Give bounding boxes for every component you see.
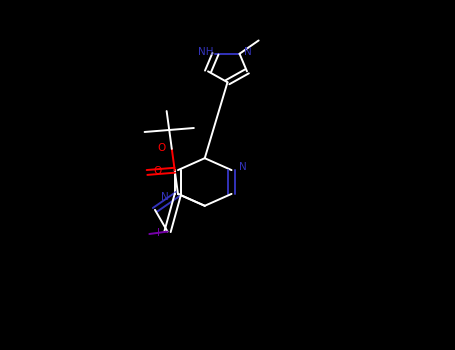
Text: NH: NH (198, 47, 213, 57)
Text: N: N (162, 192, 169, 202)
Text: O: O (158, 143, 166, 153)
Text: O: O (153, 166, 161, 176)
Text: I: I (157, 228, 160, 238)
Text: N: N (244, 47, 252, 57)
Text: N: N (239, 162, 247, 172)
